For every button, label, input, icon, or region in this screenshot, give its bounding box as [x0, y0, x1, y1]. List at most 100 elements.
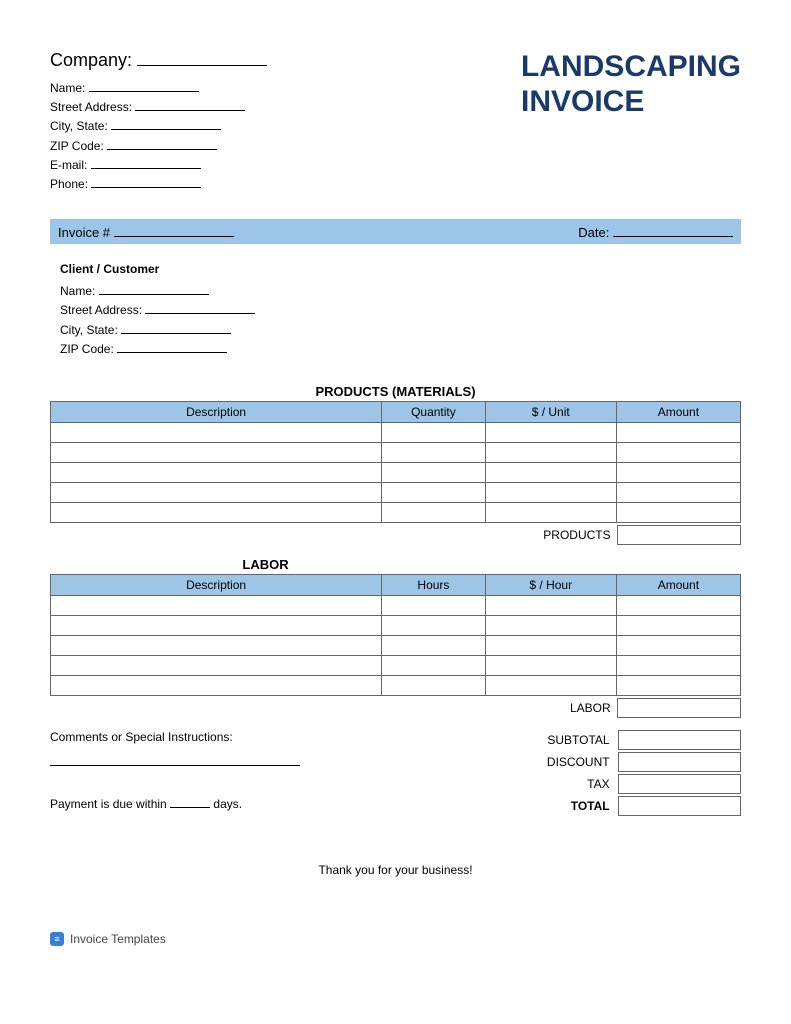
table-row — [51, 595, 741, 615]
payment-prefix: Payment is due within — [50, 797, 167, 811]
doc-title-line2: INVOICE — [521, 85, 741, 120]
table-cell[interactable] — [382, 595, 486, 615]
discount-box[interactable] — [618, 752, 741, 772]
table-cell[interactable] — [382, 675, 486, 695]
company-name-blank[interactable] — [89, 80, 199, 92]
table-cell[interactable] — [616, 482, 740, 502]
client-name-label: Name: — [60, 284, 95, 298]
company-phone-blank[interactable] — [91, 176, 201, 188]
title-block: LANDSCAPING INVOICE — [521, 50, 741, 119]
company-zip-blank[interactable] — [107, 138, 217, 150]
products-col-unit: $ / Unit — [485, 401, 616, 422]
table-cell[interactable] — [485, 595, 616, 615]
company-street-label: Street Address: — [50, 100, 132, 114]
products-subtotal-box[interactable] — [617, 525, 741, 545]
company-citystate-blank[interactable] — [111, 118, 221, 130]
table-cell[interactable] — [616, 655, 740, 675]
table-row — [51, 502, 741, 522]
table-cell[interactable] — [616, 675, 740, 695]
table-cell[interactable] — [382, 482, 486, 502]
table-row — [51, 482, 741, 502]
company-street-blank[interactable] — [135, 99, 245, 111]
table-cell[interactable] — [485, 442, 616, 462]
table-cell[interactable] — [616, 442, 740, 462]
table-cell[interactable] — [485, 482, 616, 502]
table-cell[interactable] — [51, 615, 382, 635]
table-cell[interactable] — [51, 635, 382, 655]
labor-title: LABOR — [50, 557, 741, 572]
table-cell[interactable] — [51, 422, 382, 442]
table-cell[interactable] — [51, 595, 382, 615]
company-phone-label: Phone: — [50, 177, 88, 191]
table-cell[interactable] — [51, 482, 382, 502]
thank-you: Thank you for your business! — [50, 863, 741, 877]
table-cell[interactable] — [485, 655, 616, 675]
company-label: Company: — [50, 50, 132, 70]
table-cell[interactable] — [616, 595, 740, 615]
total-box[interactable] — [618, 796, 741, 816]
subtotal-label: SUBTOTAL — [478, 733, 617, 747]
table-cell[interactable] — [616, 462, 740, 482]
totals-block: SUBTOTAL DISCOUNT TAX TOTAL — [478, 730, 741, 818]
company-email-blank[interactable] — [91, 157, 201, 169]
table-cell[interactable] — [485, 675, 616, 695]
table-cell[interactable] — [382, 422, 486, 442]
company-block: Company: Name: Street Address: City, Sta… — [50, 50, 521, 194]
client-street-label: Street Address: — [60, 303, 142, 317]
table-row — [51, 655, 741, 675]
labor-subtotal-label: LABOR — [570, 701, 617, 715]
labor-table: Description Hours $ / Hour Amount — [50, 574, 741, 696]
date-blank[interactable] — [613, 223, 733, 237]
client-citystate-blank[interactable] — [121, 322, 231, 334]
client-heading: Client / Customer — [60, 262, 741, 276]
table-cell[interactable] — [382, 502, 486, 522]
tax-box[interactable] — [618, 774, 741, 794]
table-cell[interactable] — [51, 675, 382, 695]
products-title: PRODUCTS (MATERIALS) — [50, 384, 741, 399]
company-zip-label: ZIP Code: — [50, 139, 104, 153]
table-cell[interactable] — [616, 615, 740, 635]
footer-brand: ≡ Invoice Templates — [50, 932, 741, 946]
table-cell[interactable] — [616, 635, 740, 655]
products-col-desc: Description — [51, 401, 382, 422]
table-cell[interactable] — [485, 635, 616, 655]
table-cell[interactable] — [616, 422, 740, 442]
table-cell[interactable] — [485, 615, 616, 635]
table-cell[interactable] — [51, 442, 382, 462]
table-cell[interactable] — [51, 655, 382, 675]
table-cell[interactable] — [382, 442, 486, 462]
comments-blank[interactable] — [50, 750, 300, 766]
tax-label: TAX — [478, 777, 617, 791]
total-label: TOTAL — [478, 799, 617, 813]
table-cell[interactable] — [51, 462, 382, 482]
labor-col-hours: Hours — [382, 574, 486, 595]
products-subtotal-label: PRODUCTS — [543, 528, 616, 542]
subtotal-box[interactable] — [618, 730, 741, 750]
labor-subtotal-box[interactable] — [617, 698, 741, 718]
table-cell[interactable] — [485, 462, 616, 482]
comments-label: Comments or Special Instructions: — [50, 730, 478, 744]
table-cell[interactable] — [382, 615, 486, 635]
client-zip-label: ZIP Code: — [60, 342, 114, 356]
client-name-blank[interactable] — [99, 283, 209, 295]
company-blank[interactable] — [137, 52, 267, 66]
table-row — [51, 442, 741, 462]
client-street-blank[interactable] — [145, 302, 255, 314]
client-zip-blank[interactable] — [117, 341, 227, 353]
table-cell[interactable] — [382, 655, 486, 675]
company-citystate-label: City, State: — [50, 119, 108, 133]
table-cell[interactable] — [382, 462, 486, 482]
table-cell[interactable] — [51, 502, 382, 522]
invoice-number-blank[interactable] — [114, 223, 234, 237]
table-cell[interactable] — [485, 502, 616, 522]
table-cell[interactable] — [382, 635, 486, 655]
company-name-label: Name: — [50, 81, 85, 95]
company-heading: Company: — [50, 50, 521, 71]
brand-logo-icon: ≡ — [50, 932, 64, 946]
payment-suffix: days. — [213, 797, 242, 811]
products-table: Description Quantity $ / Unit Amount — [50, 401, 741, 523]
payment-days-blank[interactable] — [170, 796, 210, 808]
table-cell[interactable] — [616, 502, 740, 522]
table-cell[interactable] — [485, 422, 616, 442]
info-bar: Invoice # Date: — [50, 219, 741, 244]
